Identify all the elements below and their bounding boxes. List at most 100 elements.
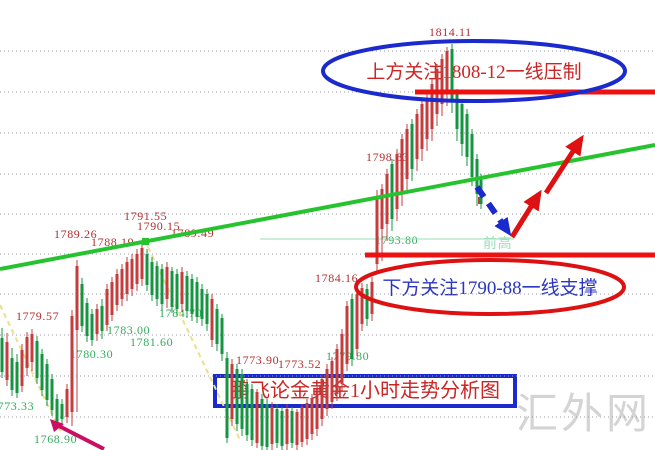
candles bbox=[0, 44, 483, 450]
bounce-arrow bbox=[509, 189, 542, 239]
candle-body bbox=[5, 342, 9, 380]
price-label: 1781.60 bbox=[130, 335, 174, 349]
candle-body bbox=[330, 361, 334, 402]
candle-body bbox=[130, 259, 134, 289]
pullback-arrow bbox=[474, 185, 512, 237]
candle-body bbox=[85, 303, 89, 336]
candlestick bbox=[410, 119, 414, 181]
candle-body bbox=[400, 139, 404, 194]
breakdown-line bbox=[54, 422, 105, 450]
candle-body bbox=[150, 262, 154, 295]
candlestick bbox=[400, 134, 404, 206]
candle-body bbox=[425, 99, 429, 139]
candle-body bbox=[170, 271, 174, 307]
candlestick bbox=[365, 284, 369, 326]
candle-body bbox=[335, 349, 339, 394]
candlestick bbox=[245, 379, 249, 441]
candle-body bbox=[115, 274, 119, 305]
trend-line bbox=[0, 143, 655, 271]
candlestick bbox=[310, 394, 314, 440]
candle-body bbox=[40, 354, 44, 390]
candle-body bbox=[405, 129, 409, 179]
candle-body bbox=[450, 49, 454, 99]
candle-body bbox=[235, 369, 239, 424]
price-label: 1784.16 bbox=[315, 271, 359, 285]
candlestick bbox=[220, 314, 224, 361]
candle-body bbox=[205, 294, 209, 324]
resistance-callout: 上方关注1808-12一线压制 bbox=[366, 61, 582, 83]
candle-body bbox=[290, 411, 294, 443]
price-label: 1793.80 bbox=[375, 233, 419, 247]
watermark: 汇外网 bbox=[516, 392, 652, 438]
candle-body bbox=[415, 114, 419, 159]
candle-body bbox=[55, 399, 59, 422]
candlestick bbox=[100, 299, 104, 339]
candlestick bbox=[355, 289, 359, 356]
candlestick bbox=[250, 384, 254, 446]
title-banner-text: 鹏飞论金黄金1小时走势分析图 bbox=[230, 380, 500, 402]
candlestick bbox=[65, 384, 69, 423]
candle-body bbox=[80, 284, 84, 326]
candlestick bbox=[160, 264, 164, 311]
candle-body bbox=[20, 350, 24, 386]
candlestick bbox=[190, 274, 194, 321]
candle-body bbox=[305, 403, 309, 439]
candlestick bbox=[180, 267, 184, 312]
candlestick bbox=[455, 89, 459, 141]
candle-body bbox=[225, 358, 229, 438]
price-label: 1780.30 bbox=[70, 347, 114, 361]
candlestick bbox=[230, 359, 234, 426]
candlestick bbox=[405, 124, 409, 191]
candlestick bbox=[35, 336, 39, 384]
candlestick bbox=[210, 294, 214, 347]
candle-body bbox=[165, 267, 169, 299]
candle-body bbox=[395, 154, 399, 209]
candlestick bbox=[10, 348, 14, 396]
candlestick bbox=[430, 79, 434, 141]
candlestick bbox=[305, 399, 309, 445]
candle-body bbox=[375, 196, 379, 264]
candle-body bbox=[320, 379, 324, 419]
trend-touch-dot bbox=[142, 238, 149, 245]
candle-body bbox=[445, 51, 449, 94]
price-label: 1814.11 bbox=[429, 25, 472, 39]
candlestick bbox=[90, 309, 94, 346]
candlestick bbox=[55, 394, 59, 426]
candlestick bbox=[300, 404, 304, 447]
candlestick bbox=[395, 149, 399, 221]
candlestick bbox=[460, 99, 464, 156]
candlestick bbox=[200, 284, 204, 326]
candlestick bbox=[140, 243, 144, 286]
candlestick bbox=[135, 249, 139, 291]
candle-body bbox=[380, 189, 384, 229]
candlestick bbox=[315, 384, 319, 436]
price-label: 1783.00 bbox=[107, 323, 151, 337]
candlestick bbox=[150, 257, 154, 301]
candlestick bbox=[70, 310, 74, 426]
candlestick bbox=[280, 407, 284, 450]
price-label: 1790.15 bbox=[137, 219, 181, 233]
candlestick bbox=[360, 283, 364, 331]
candle-body bbox=[420, 104, 424, 149]
candle-body bbox=[70, 316, 74, 412]
candle-body bbox=[295, 412, 299, 445]
support-ellipse bbox=[354, 258, 626, 316]
candle-body bbox=[280, 411, 284, 446]
candlestick bbox=[325, 364, 329, 416]
candle-body bbox=[430, 84, 434, 129]
candle-body bbox=[365, 289, 369, 319]
candlestick bbox=[240, 369, 244, 436]
candlestick bbox=[295, 409, 299, 450]
candle-body bbox=[25, 337, 29, 368]
candlestick bbox=[20, 344, 24, 392]
candlestick bbox=[350, 294, 354, 366]
candle-body bbox=[140, 248, 144, 279]
candle-body bbox=[210, 299, 214, 340]
candle-body bbox=[470, 134, 474, 177]
candle-body bbox=[10, 358, 14, 390]
candle-body bbox=[315, 389, 319, 429]
candlestick bbox=[275, 404, 279, 448]
candle-body bbox=[75, 266, 79, 330]
